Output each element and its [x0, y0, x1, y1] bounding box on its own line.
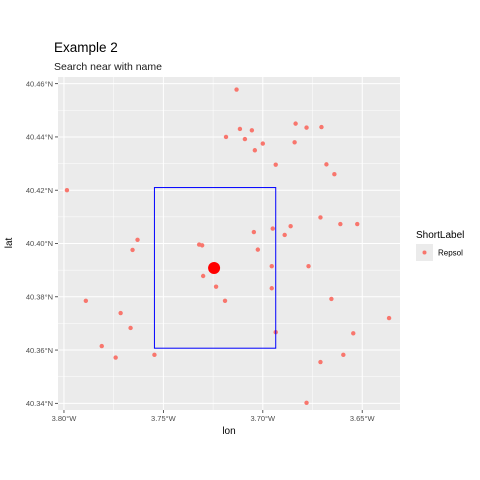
data-point	[269, 263, 274, 269]
x-tick-label: 3.80°W	[52, 414, 78, 423]
legend-title: ShortLabel	[416, 230, 464, 241]
data-point	[351, 331, 356, 336]
y-tick-label: 40.40°N	[26, 239, 53, 248]
data-point	[269, 286, 274, 291]
data-point	[64, 188, 70, 193]
data-point	[304, 400, 309, 406]
data-point	[199, 243, 205, 248]
data-point	[355, 221, 360, 227]
x-tick-label: 3.75°W	[151, 414, 177, 423]
data-point	[213, 284, 219, 289]
legend-key-point	[422, 250, 427, 255]
data-point	[222, 298, 228, 303]
data-point	[270, 226, 275, 231]
y-tick-label: 40.44°N	[26, 133, 53, 142]
data-point	[83, 298, 89, 303]
data-point	[386, 315, 392, 321]
search-bounding-box	[153, 187, 277, 349]
chart-subtitle: Search near with name	[54, 61, 162, 73]
data-point	[304, 125, 309, 130]
y-axis-ticks: 40.34°N 40.36°N 40.38°N 40.40°N 40.42°N 40.44…	[26, 79, 58, 408]
search-center-point	[208, 262, 221, 275]
chart-title: Example 2	[54, 40, 118, 55]
data-point	[319, 124, 324, 130]
y-tick-label: 40.38°N	[26, 292, 53, 301]
data-point	[338, 221, 343, 227]
legend: ShortLabel Repsol	[416, 230, 464, 261]
data-point	[152, 352, 157, 358]
data-point	[282, 232, 287, 238]
data-point	[242, 136, 248, 142]
data-point	[324, 162, 329, 167]
data-point	[130, 247, 135, 253]
data-point	[234, 87, 239, 92]
data-point	[332, 172, 337, 177]
x-tick-label: 3.65°W	[350, 414, 376, 423]
y-tick-label: 40.36°N	[26, 346, 53, 355]
data-point	[329, 296, 334, 302]
data-point	[318, 359, 323, 365]
data-point	[249, 128, 255, 133]
x-axis-title: lon	[222, 426, 235, 437]
data-points	[64, 87, 392, 406]
data-point	[292, 140, 297, 145]
data-point	[223, 134, 229, 140]
data-point	[260, 141, 266, 146]
data-point	[252, 148, 258, 153]
data-point	[318, 215, 323, 220]
y-tick-label: 40.46°N	[26, 79, 53, 88]
data-point	[293, 121, 298, 126]
data-point	[135, 237, 140, 242]
data-point	[288, 223, 293, 229]
y-tick-label: 40.34°N	[26, 399, 53, 408]
data-point	[200, 273, 206, 279]
y-axis-title: lat	[4, 237, 15, 248]
major-gridlines	[58, 77, 400, 410]
data-point	[251, 229, 257, 235]
data-point	[118, 310, 123, 316]
data-point	[341, 352, 346, 358]
data-point	[255, 247, 261, 252]
data-point	[113, 355, 118, 360]
x-axis-ticks: 3.80°W 3.75°W 3.70°W 3.65°W	[52, 410, 376, 423]
data-point	[273, 162, 278, 167]
data-point	[99, 343, 104, 349]
legend-label-repsol: Repsol	[438, 249, 463, 258]
data-point	[306, 263, 311, 269]
data-point	[128, 325, 133, 331]
y-tick-label: 40.42°N	[26, 186, 53, 195]
x-tick-label: 3.70°W	[250, 414, 276, 423]
data-point	[237, 126, 243, 132]
